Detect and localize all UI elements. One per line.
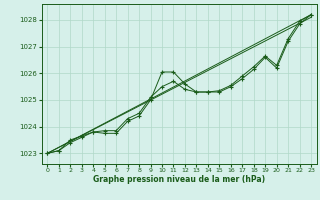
X-axis label: Graphe pression niveau de la mer (hPa): Graphe pression niveau de la mer (hPa) <box>93 175 265 184</box>
